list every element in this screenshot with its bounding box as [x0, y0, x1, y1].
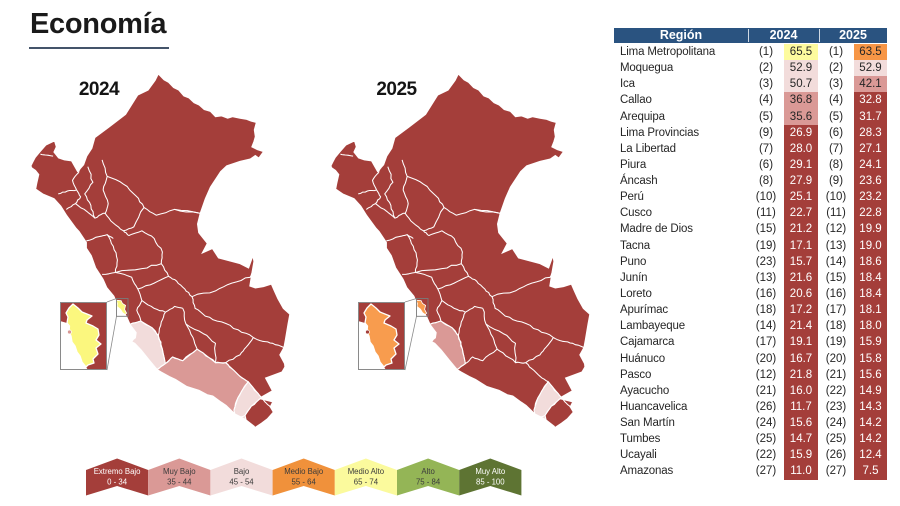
svg-text:Alto: Alto — [421, 467, 435, 476]
svg-text:Medio Alto: Medio Alto — [348, 467, 385, 476]
svg-text:0 - 34: 0 - 34 — [107, 478, 128, 487]
svg-text:Muy Bajo: Muy Bajo — [163, 467, 196, 476]
svg-text:Bajo: Bajo — [234, 467, 250, 476]
svg-text:75 - 84: 75 - 84 — [416, 478, 441, 487]
svg-text:55 - 64: 55 - 64 — [292, 478, 317, 487]
svg-text:35 - 44: 35 - 44 — [167, 478, 192, 487]
svg-text:65 - 74: 65 - 74 — [354, 478, 379, 487]
svg-text:45 - 54: 45 - 54 — [229, 478, 254, 487]
svg-text:Medio Bajo: Medio Bajo — [284, 467, 324, 476]
svg-text:85 - 100: 85 - 100 — [476, 478, 505, 487]
svg-text:Extremo Bajo: Extremo Bajo — [94, 467, 141, 476]
svg-text:Muy Alto: Muy Alto — [475, 467, 506, 476]
